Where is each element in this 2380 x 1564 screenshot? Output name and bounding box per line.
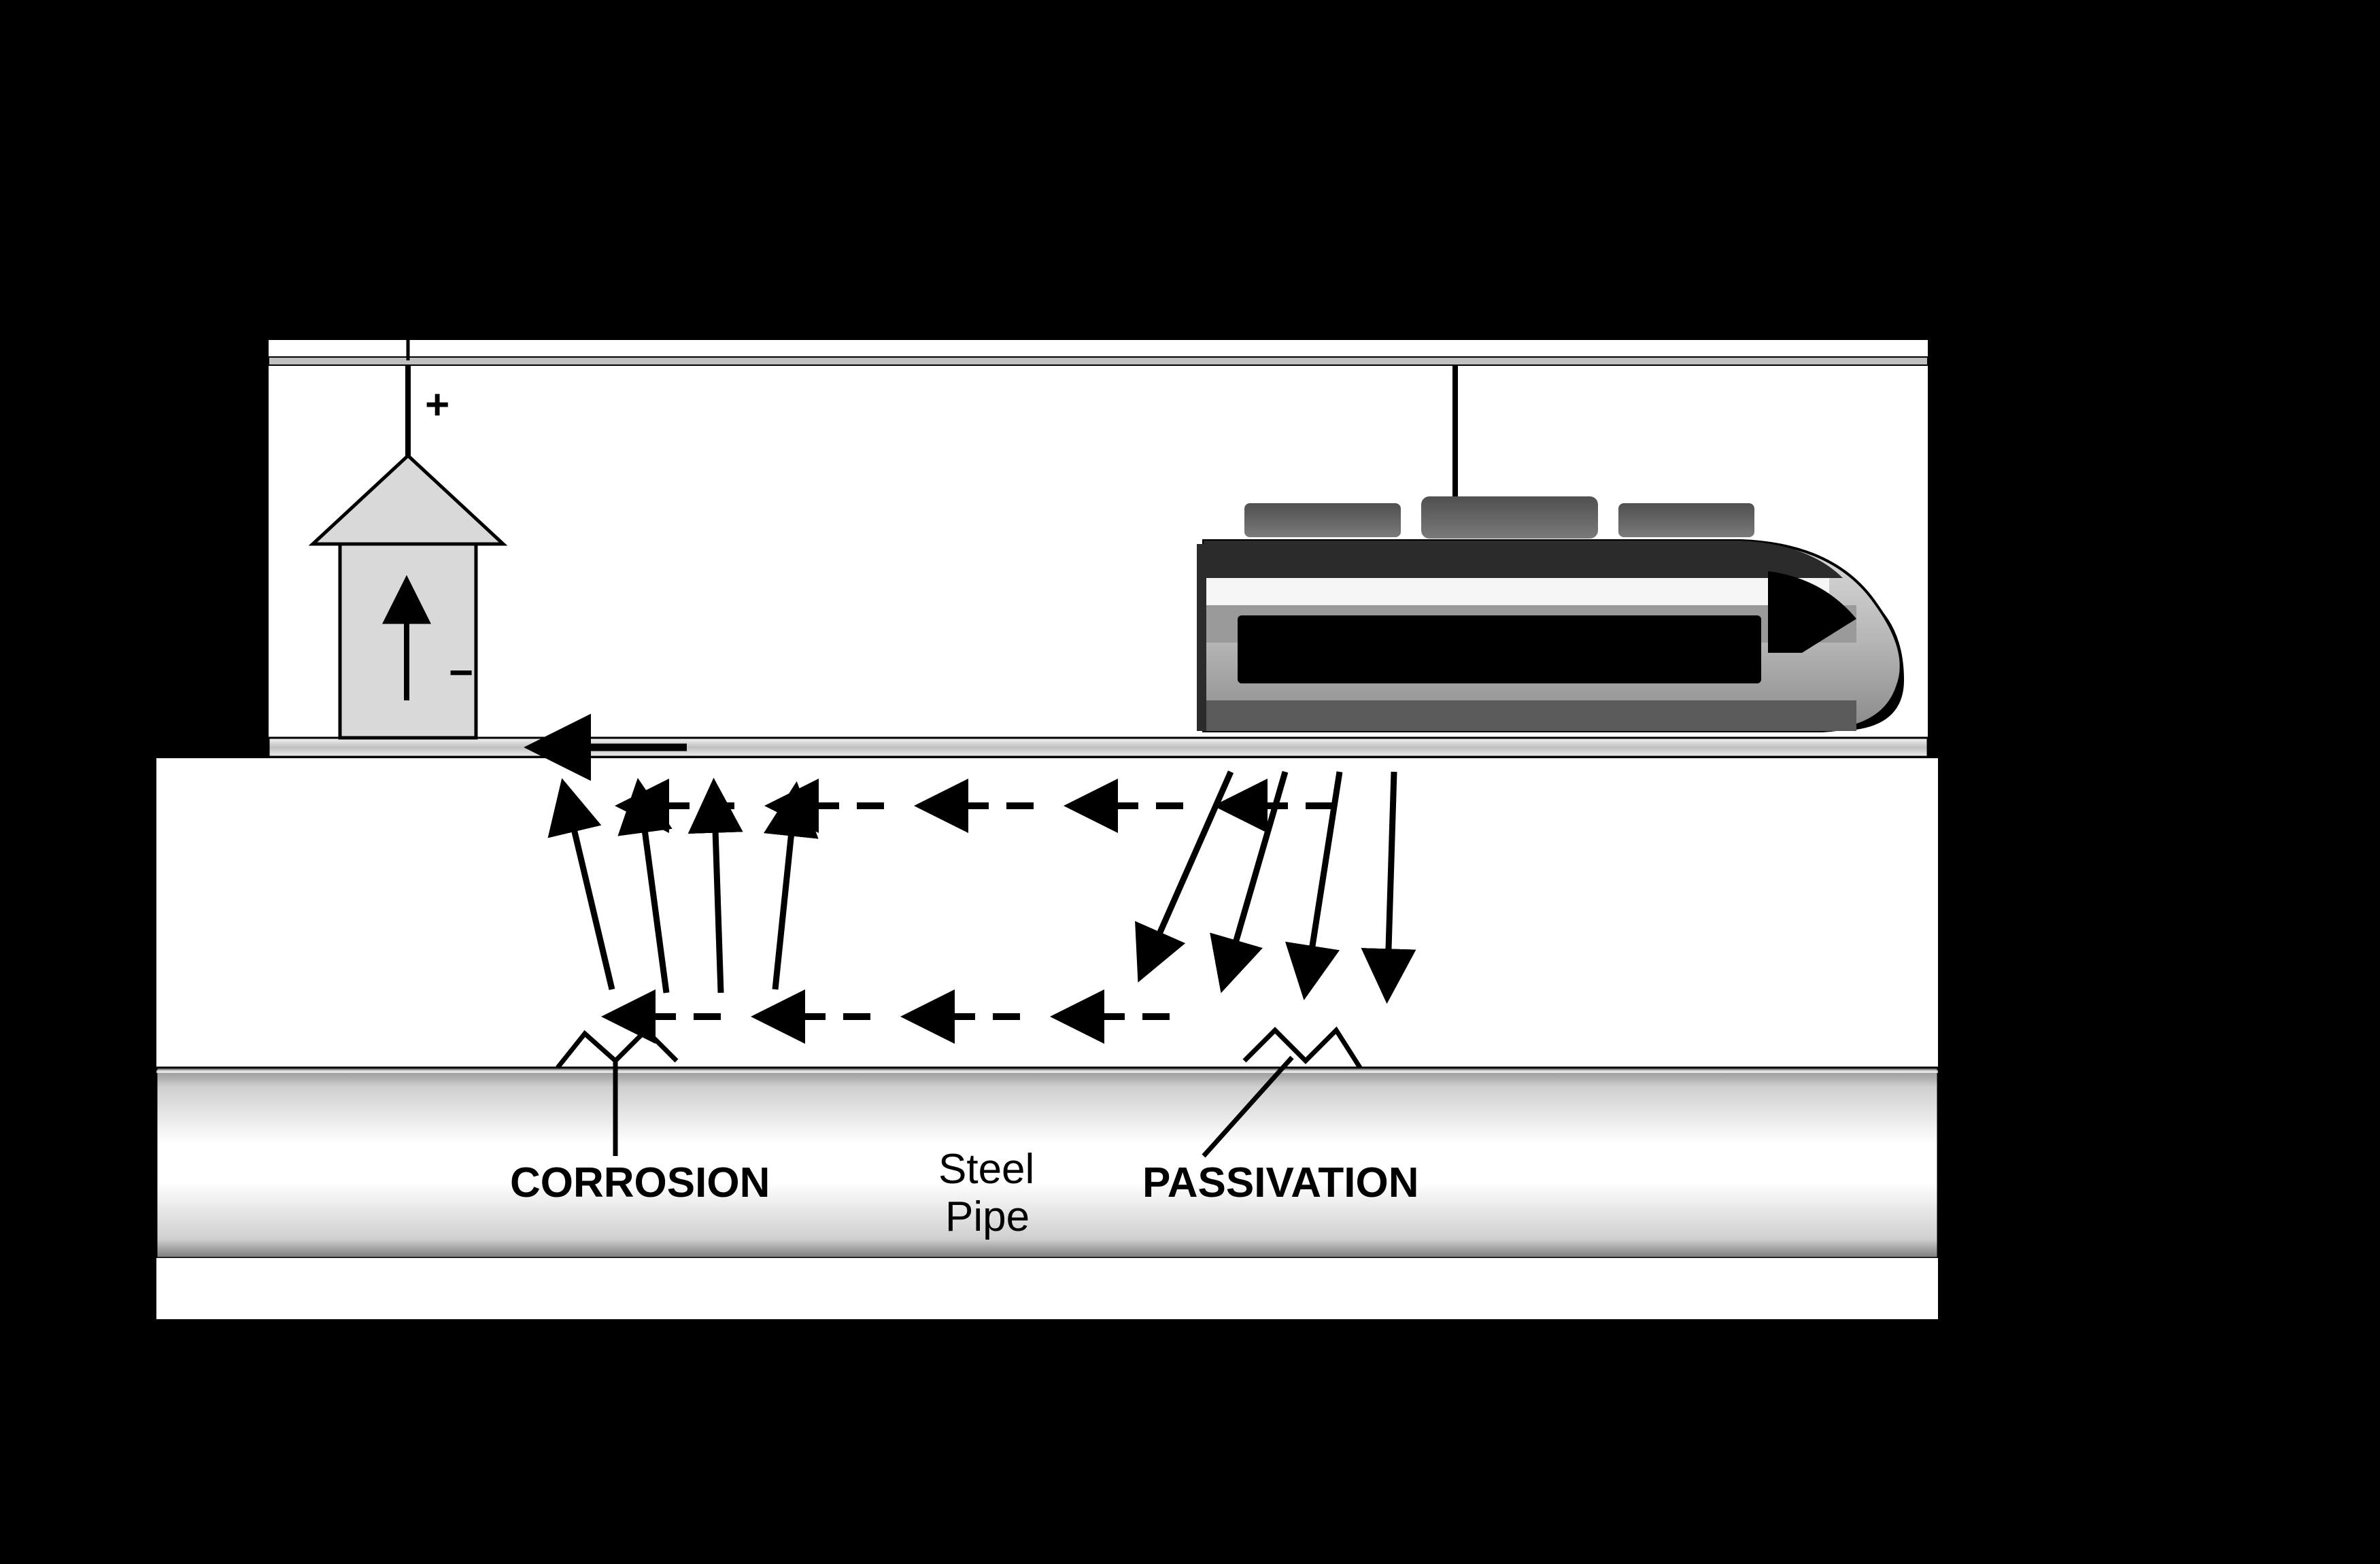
soil-panel [156,758,1938,1068]
steel-pipe-line1: Steel [938,1146,1034,1193]
passivation-label: PASSIVATION [1142,1159,1418,1206]
steel-pipe-line2: Pipe [945,1193,1030,1240]
pipe-highlight [156,1070,1938,1073]
corrosion-label: CORROSION [510,1159,770,1206]
supply-station-line2: Station [309,139,441,186]
diagram-svg: + − Supply Station Supply Station [0,0,2380,1564]
diagram-root: + − Supply Station Supply Station [0,0,2380,1564]
rail [269,738,1928,757]
plus-sign: + [425,381,449,428]
minus-sign: − [449,649,473,696]
steel-pipe [156,1068,1938,1258]
supply-station-line1: Supply [309,92,439,139]
overhead-wire [269,357,1928,365]
pipe-label-panel [156,1258,1938,1319]
